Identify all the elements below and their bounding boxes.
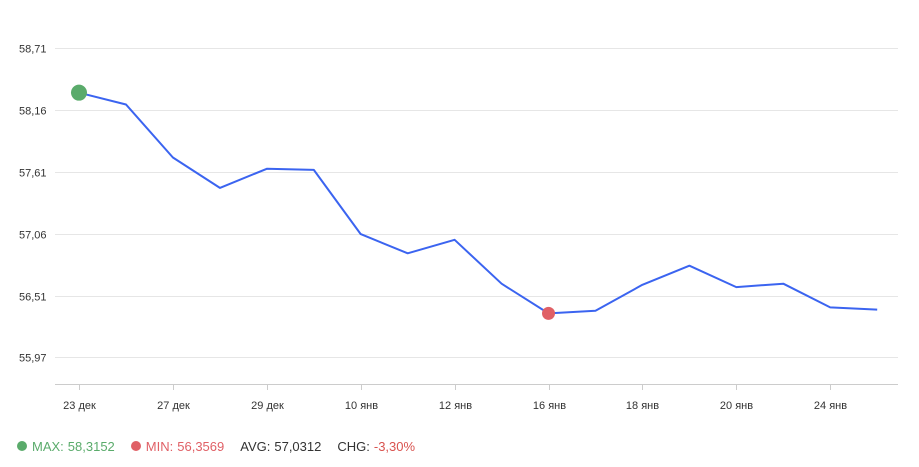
line-chart: 58,71 58,16 57,61 57,06 56,51 55,97 23 дек 27 … <box>19 44 898 412</box>
y-tick-label: 57,06 <box>19 230 47 242</box>
max-label: MAX: <box>32 438 64 454</box>
min-label: MIN: <box>145 438 174 454</box>
min-point <box>542 306 555 320</box>
chg-label: CHG: <box>337 438 370 454</box>
legend-min: MIN: 56,3569 <box>130 438 225 454</box>
series-line-group <box>78 91 878 315</box>
markers <box>71 84 555 320</box>
y-tick-label: 57,61 <box>19 168 47 180</box>
x-tick-label: 12 янв <box>439 400 472 412</box>
legend: MAX: 58,3152 MIN: 56,3569 AVG: 57,0312 C… <box>17 436 431 456</box>
x-tick-label: 18 янв <box>626 400 659 412</box>
x-axis: 23 дек 27 дек 29 дек 10 янв 12 янв 16 янв 18 я… <box>55 384 898 412</box>
y-tick-label: 58,71 <box>19 44 47 56</box>
x-tick-label: 23 дек <box>63 400 96 412</box>
max-dot-icon <box>17 441 27 451</box>
avg-value: 57,0312 <box>274 438 322 454</box>
legend-chg: CHG: -3,30% <box>337 439 415 454</box>
x-tick-label: 16 янв <box>533 400 566 412</box>
x-tick-label: 20 янв <box>720 400 753 412</box>
y-axis: 58,71 58,16 57,61 57,06 56,51 55,97 <box>19 44 47 365</box>
legend-avg: AVG: 57,0312 <box>240 439 321 454</box>
legend-max: MAX: 58,3152 <box>17 439 115 454</box>
min-value: 56,3569 <box>177 438 225 454</box>
max-point <box>71 84 87 101</box>
grid-lines <box>55 48 898 358</box>
x-tick-label: 27 дек <box>157 400 190 412</box>
min-dot-icon <box>130 441 141 451</box>
series-line <box>78 91 878 315</box>
chg-value: -3,30% <box>373 438 416 454</box>
x-tick-label: 24 янв <box>814 400 847 412</box>
x-tick-label: 29 дек <box>251 400 284 412</box>
y-tick-label: 56,51 <box>19 292 47 304</box>
y-tick-label: 55,97 <box>19 353 47 365</box>
avg-label: AVG: <box>240 438 271 454</box>
max-value: 58,3152 <box>67 438 115 454</box>
y-tick-label: 58,16 <box>19 106 47 118</box>
x-tick-label: 10 янв <box>345 400 378 412</box>
